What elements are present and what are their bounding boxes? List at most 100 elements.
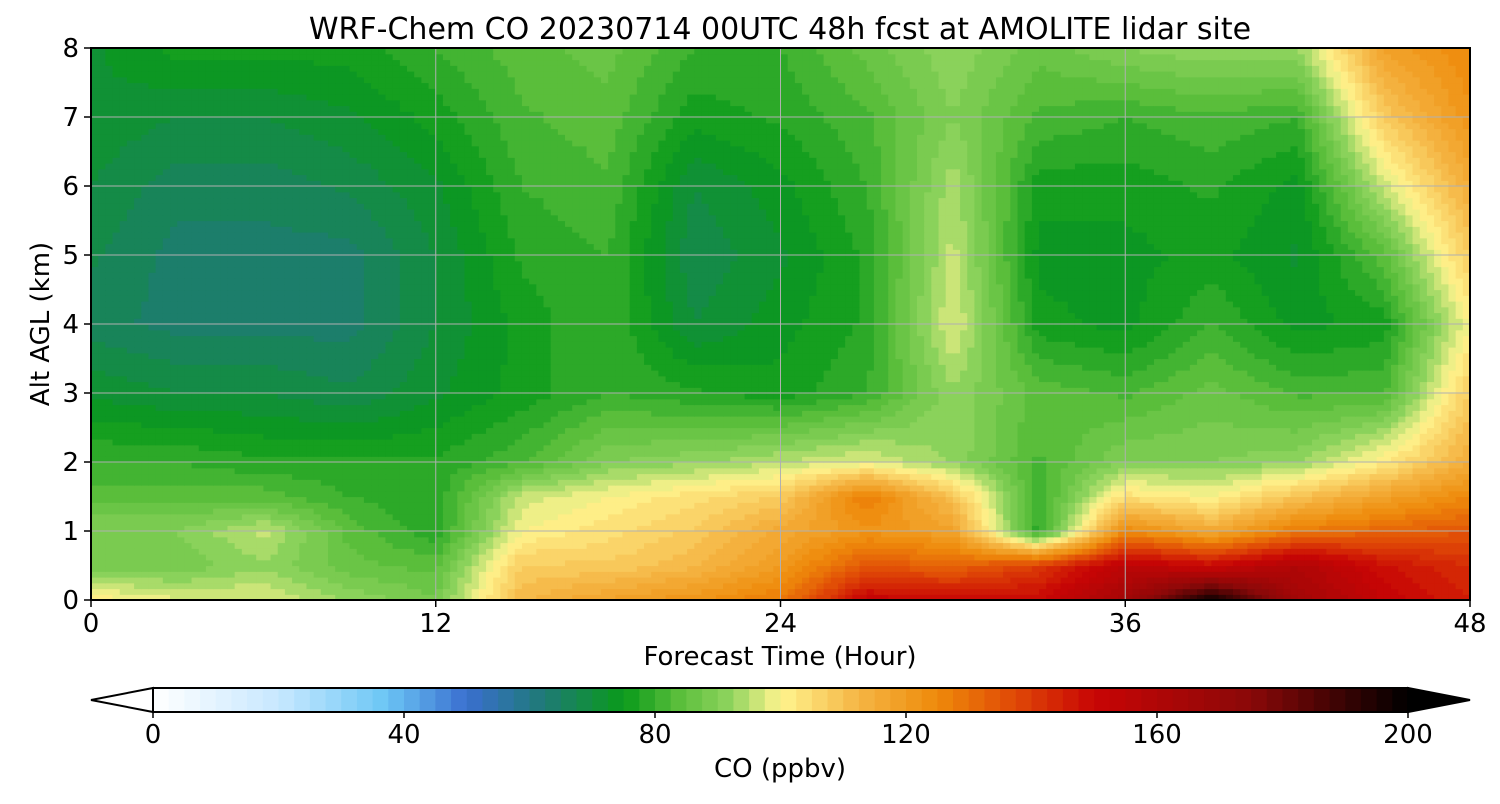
heatmap-cell [371, 588, 379, 595]
heatmap-cell [306, 582, 315, 590]
heatmap-cell [572, 508, 580, 515]
heatmap-cell [1261, 565, 1270, 572]
heatmap-cell [1319, 577, 1327, 584]
heatmap-cell [1398, 456, 1406, 463]
heatmap-cell [766, 588, 774, 595]
heatmap-cell [744, 485, 753, 492]
heatmap-cell [579, 577, 588, 584]
heatmap-cell [1232, 513, 1241, 521]
heatmap-cell [1031, 467, 1040, 475]
heatmap-cell [809, 582, 818, 590]
heatmap-cell [852, 577, 861, 584]
heatmap-cell [414, 462, 422, 469]
heatmap-cell [873, 525, 882, 532]
heatmap-cell [1139, 571, 1148, 578]
heatmap-cell [170, 496, 178, 503]
heatmap-cell [1031, 582, 1040, 590]
heatmap-cell [945, 531, 954, 538]
heatmap-cell [292, 450, 300, 457]
heatmap-cell [292, 588, 300, 595]
heatmap-cell [823, 559, 832, 567]
heatmap-cell [665, 456, 674, 463]
heatmap-cell [715, 559, 724, 567]
heatmap-cell [1441, 508, 1450, 515]
heatmap-cell [1153, 531, 1162, 538]
heatmap-cell [1067, 588, 1076, 595]
heatmap-cell [1326, 456, 1335, 463]
heatmap-cell [586, 565, 595, 572]
heatmap-cell [579, 490, 588, 498]
heatmap-cell [148, 588, 157, 595]
heatmap-cell [672, 588, 681, 595]
heatmap-cell [565, 542, 573, 549]
heatmap-cell [435, 456, 444, 463]
heatmap-cell [1240, 531, 1248, 538]
heatmap-cell [1096, 571, 1105, 578]
heatmap-cell [1103, 508, 1112, 515]
heatmap-cell [306, 496, 315, 503]
heatmap-cell [1347, 473, 1356, 480]
heatmap-cell [701, 462, 710, 469]
heatmap-cell [1024, 508, 1033, 515]
heatmap-cell [816, 536, 825, 544]
heatmap-cell [155, 450, 164, 457]
heatmap-cell [687, 577, 695, 584]
heatmap-cell [1053, 554, 1062, 561]
heatmap-cell [1240, 554, 1248, 561]
heatmap-cell [974, 513, 983, 521]
heatmap-cell [679, 485, 688, 492]
heatmap-cell [234, 450, 243, 457]
heatmap-cell [837, 462, 846, 469]
heatmap-cell [600, 519, 609, 526]
heatmap-cell [644, 536, 652, 544]
heatmap-cell [349, 450, 358, 457]
heatmap-cell [148, 519, 157, 526]
heatmap-cell [399, 485, 408, 492]
heatmap-cell [407, 496, 415, 503]
heatmap-cell [320, 513, 329, 521]
heatmap-cell [629, 450, 638, 457]
heatmap-cell [679, 588, 688, 595]
heatmap-cell [1031, 531, 1040, 538]
heatmap-cell [277, 473, 286, 480]
heatmap-cell [1153, 525, 1162, 532]
heatmap-cell [119, 519, 128, 526]
heatmap-cell [694, 582, 703, 590]
heatmap-cell [177, 479, 185, 486]
heatmap-cell [658, 450, 667, 457]
heatmap-cell [1089, 456, 1098, 463]
heatmap-cell [902, 571, 911, 578]
heatmap-cell [328, 542, 336, 549]
heatmap-cell [1031, 508, 1040, 515]
heatmap-cell [909, 462, 918, 469]
heatmap-cell [981, 496, 990, 503]
heatmap-cell [593, 531, 602, 538]
heatmap-cell [687, 565, 695, 572]
heatmap-cell [1225, 588, 1234, 595]
heatmap-cell [241, 525, 250, 532]
heatmap-cell [608, 508, 616, 515]
heatmap-cell [112, 479, 121, 486]
heatmap-cell [629, 594, 638, 600]
heatmap-cell [385, 508, 394, 515]
heatmap-cell [1053, 508, 1062, 515]
heatmap-cell [737, 490, 746, 498]
heatmap-cell [1211, 577, 1220, 584]
heatmap-cell [1398, 582, 1406, 590]
heatmap-cell [363, 502, 372, 509]
heatmap-cell [1125, 536, 1134, 544]
heatmap-cell [679, 450, 688, 457]
heatmap-cell [536, 456, 545, 463]
heatmap-cell [1103, 542, 1112, 549]
heatmap-cell [1132, 479, 1141, 486]
heatmap-cell [787, 508, 796, 515]
heatmap-cell [809, 565, 818, 572]
heatmap-cell [428, 456, 437, 463]
heatmap-cell [256, 554, 264, 561]
heatmap-cell [550, 594, 559, 600]
heatmap-cell [155, 559, 164, 567]
heatmap-cell [1118, 531, 1126, 538]
heatmap-cell [974, 450, 983, 457]
heatmap-cell [1218, 577, 1227, 584]
heatmap-cell [1197, 490, 1205, 498]
